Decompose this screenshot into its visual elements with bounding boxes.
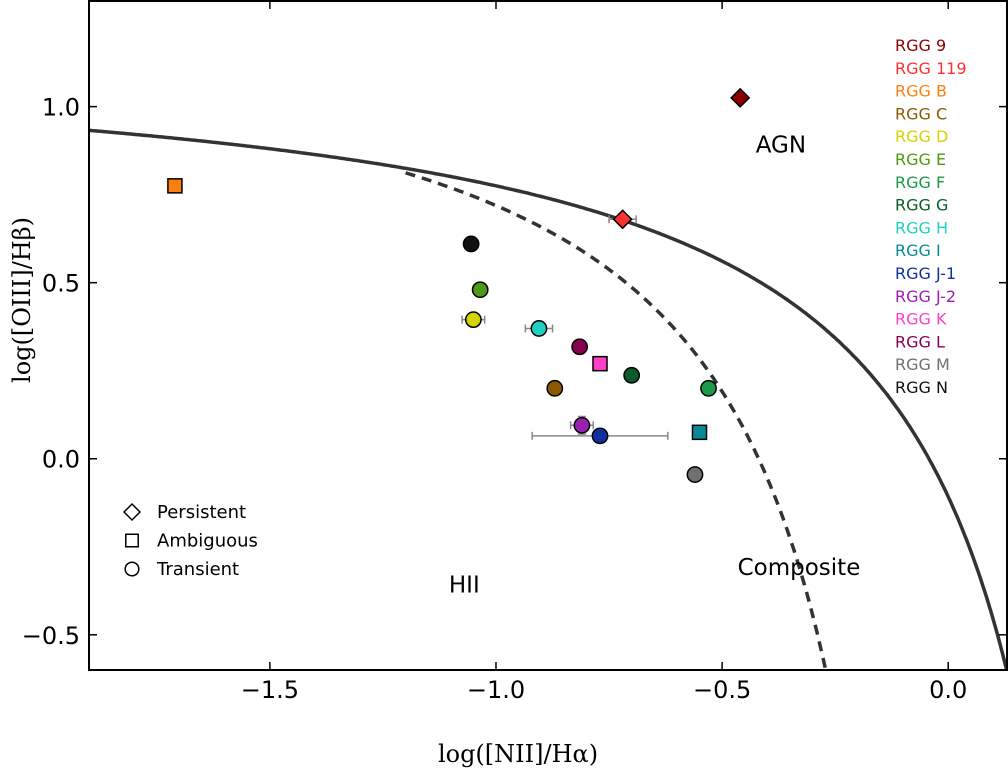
series-point [546,379,564,397]
data-point-circle [462,235,480,253]
legend-entry: RGG I [895,241,941,260]
data-point-diamond [612,209,633,230]
marker-legend-label: Persistent [157,502,246,523]
plot-area [88,0,1008,671]
series-point [569,415,594,435]
series-point [700,379,717,397]
series-point [608,209,637,230]
y-tick-label: −0.5 [22,622,80,650]
x-tick-label: 0.0 [929,676,967,704]
series-point [730,87,751,108]
series-point [686,466,704,483]
legend-entry: RGG 119 [895,59,967,78]
data-point-circle [546,379,564,397]
data-point-circle [623,366,641,384]
data-point-circle [591,427,609,445]
data-point-circle [471,281,489,299]
legend-entry: RGG H [895,218,948,237]
legend-entry: RGG E [895,150,946,169]
data-point-square [592,355,608,372]
series-point [462,235,480,253]
data-point-circle [571,338,589,356]
data-point-square [167,178,183,194]
series-point [531,427,669,445]
marker-legend-label: Ambiguous [157,531,258,552]
series-legend: RGG 9 RGG 119 RGG B RGG C RGG D RGG E RGG F RGG… [895,36,967,397]
region-labels: AGN Composite HII [449,132,860,598]
data-points [167,87,751,483]
y-tick-label: 1.0 [42,94,80,122]
marker-legend-label: Transient [156,559,239,580]
x-tick-label: −1.5 [241,676,299,704]
region-label: Composite [738,555,861,581]
legend-entry: RGG G [895,196,948,215]
y-tick-label: 0.0 [42,446,80,474]
data-point-square [691,424,708,441]
legend-entry: RGG L [895,332,945,351]
y-tick-label: 0.5 [42,270,80,298]
legend-marker-circle [124,561,140,577]
x-axis-label: log([NII]/Hα) [438,740,598,768]
legend-entry: RGG D [895,127,948,146]
legend-entry: RGG N [895,378,948,397]
data-point-circle [700,379,717,397]
x-tick-label: −1.0 [467,676,525,704]
data-point-circle [464,311,482,329]
kauffmann-composite-line [405,171,828,670]
data-point-diamond [730,87,751,108]
series-point [623,366,641,384]
series-point [167,178,183,194]
series-point [592,355,608,372]
series-point [471,281,489,299]
legend-entry: RGG 9 [895,36,946,55]
series-point [524,320,554,337]
kewley-maximum-starburst-line [89,128,1007,670]
series-point [571,338,589,356]
series-point [691,424,708,441]
data-point-circle [573,416,591,434]
legend-entry: RGG B [895,82,947,101]
legend-entry: RGG J-2 [895,287,956,306]
legend-entry: RGG F [895,173,945,192]
legend-entry: RGG K [895,310,947,329]
legend-entry: RGG C [895,104,947,123]
x-axis-ticks: −1.5 −1.0 −0.5 0.0 [241,1,967,704]
region-label: AGN [756,132,806,158]
data-point-circle [530,320,548,337]
series-point [461,311,486,329]
legend-entry: RGG J-1 [895,264,956,283]
legend-marker-diamond [122,502,142,522]
legend-entry: RGG M [895,355,950,374]
x-tick-label: −0.5 [693,676,751,704]
data-point-circle [686,466,704,483]
region-label: HII [449,573,480,599]
legend-marker-square [125,533,139,548]
marker-legend: Persistent Ambiguous Transient [122,502,258,580]
plot-frame [88,0,1008,671]
y-axis-label: log([OIII]/Hβ) [8,217,36,383]
y-axis-ticks: −0.5 0.0 0.5 1.0 [22,94,1007,650]
